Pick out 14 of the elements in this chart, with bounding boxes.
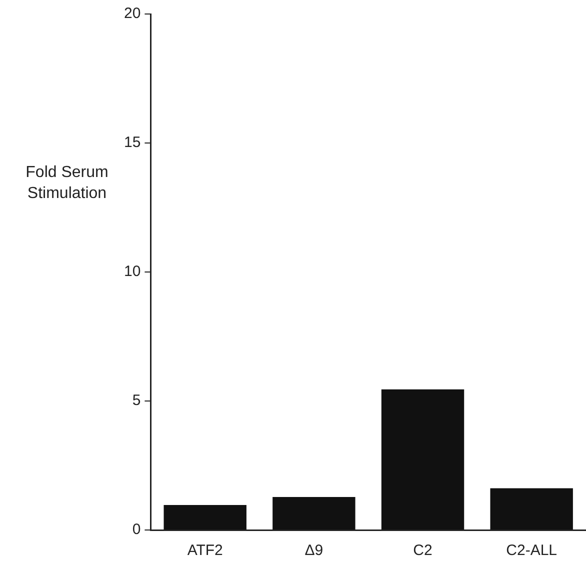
y-tick-label: 0 bbox=[132, 521, 141, 538]
bar bbox=[490, 488, 573, 530]
y-tick-label: 5 bbox=[132, 392, 141, 410]
x-tick-label: ATF2 bbox=[187, 542, 223, 560]
bar bbox=[164, 504, 246, 530]
bar bbox=[272, 496, 356, 530]
x-tick-label: Δ9 bbox=[304, 542, 324, 560]
x-tick-label: C2-ALL bbox=[506, 542, 558, 560]
y-axis-title: Fold Serum Stimulation bbox=[24, 163, 110, 204]
y-tick-label: 15 bbox=[124, 134, 141, 152]
bar bbox=[381, 389, 464, 530]
x-tick-label: C2 bbox=[413, 542, 432, 560]
y-tick-label: 20 bbox=[124, 5, 141, 22]
y-tick-label: 10 bbox=[124, 263, 141, 280]
